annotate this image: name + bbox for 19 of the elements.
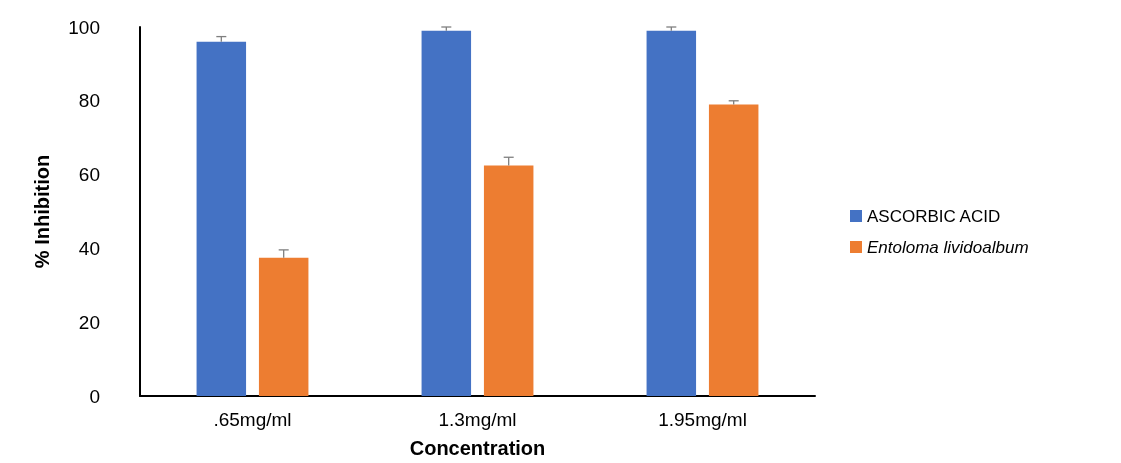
x-tick-label: 1.95mg/ml — [658, 409, 747, 430]
y-axis-title: % Inhibition — [31, 154, 53, 269]
bar — [646, 30, 697, 396]
bar — [196, 41, 247, 396]
y-tick-label: 60 — [78, 164, 100, 186]
y-tick-label: 100 — [68, 16, 100, 38]
y-tick-label: 40 — [78, 237, 100, 259]
x-tick-label: .65mg/ml — [213, 409, 292, 430]
bar — [421, 30, 472, 396]
bar — [483, 165, 534, 396]
y-tick-label: 20 — [78, 311, 100, 333]
y-tick-label: 0 — [89, 385, 100, 407]
bar — [708, 104, 759, 396]
bar — [258, 257, 309, 396]
legend-label: Entoloma lividoalbum — [867, 237, 1029, 257]
x-tick-label: 1.3mg/ml — [438, 409, 517, 430]
legend-label: ASCORBIC ACID — [867, 206, 1001, 226]
x-axis-title: Concentration — [409, 437, 546, 459]
y-tick-label: 80 — [78, 90, 100, 112]
